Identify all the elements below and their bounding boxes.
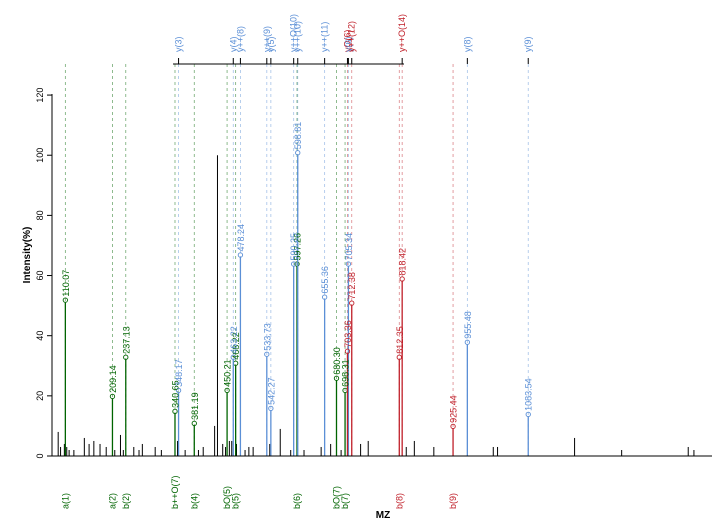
bottom-ion-label: b(8) [394,493,404,509]
peak-marker [191,420,197,427]
top-ion-label: y++(9) [262,26,272,52]
bottom-ion-label: bO(5) [222,486,232,509]
top-ion-label: y++O(10) [289,14,299,52]
peak-marker [224,387,230,393]
peak-marker [450,423,456,430]
peak-marker [237,252,244,258]
peak-marker [294,261,300,267]
top-ion-label: yO(6) [342,29,352,52]
y-tick-label: 60 [35,271,45,281]
peak-mz-label: 468.22 [231,332,241,360]
top-ion-label: y(3) [174,36,184,52]
peak-mz-label: 237.13 [121,326,131,354]
peak-marker [264,351,270,357]
peak-mz-label: 698.31 [341,359,351,387]
peak-mz-label: 680.30 [332,347,342,375]
peak-mz-label: 590.25 [289,233,299,261]
peak-marker [172,408,178,415]
bottom-ion-label: b(6) [292,493,302,509]
top-ion-label: y(5) [266,36,276,52]
peak-mz-label: 340.65 [170,380,180,408]
y-ticks: 0 20 40 60 80 100 120 [35,88,52,459]
peak-mz-label: 925.44 [449,395,459,423]
peak-marker [268,405,274,412]
top-ion-label: y(4) [228,36,238,52]
y-tick-label: 100 [35,148,45,163]
peak-mz-label: 598.81 [293,122,303,150]
peak-mz-label: 712.38 [347,272,357,300]
bottom-ion-label: a(2) [107,493,117,509]
peak-mz-label: 463.22 [229,326,239,354]
peak-marker [295,150,301,156]
peak-mz-label: 597.26 [293,233,303,261]
peak-marker [344,348,351,354]
peak-mz-label: 542.27 [266,377,276,405]
bottom-ion-label: b++O(7) [170,475,180,509]
top-ion-label: y++(11) [320,22,330,52]
peak-mz-label: 209.14 [108,365,118,393]
peak-mz-label: 110.07 [61,270,71,297]
peak-marker [525,411,531,418]
y-tick-label: 0 [35,453,45,458]
peak-marker [291,261,297,267]
peak-marker [321,294,328,300]
peak-marker [396,354,402,360]
peak-mz-label: 703.36 [343,320,353,348]
top-ion-label: y(9) [523,36,533,52]
top-ion-label: y(6) [343,36,353,52]
peak-mz-label: 1083.54 [524,378,534,411]
y-tick-label: 120 [35,88,45,103]
bottom-ion-label: b(7) [340,493,350,509]
peak-marker [62,297,68,303]
bottom-ion-label: b(5) [231,493,241,509]
bottom-ion-label: b(9) [448,493,458,509]
peak-mz-label: 450.21 [223,359,233,387]
top-ion-label: y++(12) [347,21,357,52]
peak-marker [464,339,470,345]
peak-labels: 110.07 209.14 237.13 340.65 381.19 450.21468.… [60,14,533,509]
peak-mz-label: 655.36 [320,266,330,294]
peak-marker [349,300,355,306]
bottom-ion-label: bO(7) [331,486,341,509]
peak-mz-label: 705.34 [344,233,354,261]
peak-mz-label: 818.42 [398,248,408,276]
top-ion-label: y++(10) [293,21,303,52]
peak-marker [175,387,182,393]
peak-mz-label: 348.17 [174,359,184,387]
peak-mz-label: 533.73 [262,323,272,351]
top-ion-label: y++(8) [235,26,245,52]
bottom-ion-label: a(1) [60,493,70,509]
peak-marker [345,261,352,267]
peak-marker [230,354,236,360]
peak-mz-label: 955.48 [463,311,473,339]
peak-marker [399,276,405,282]
y-axis-label: Intensity(%) [22,227,33,284]
peak-marker [109,393,116,400]
spectrum-peaks [57,150,695,456]
y-tick-label: 40 [35,331,45,341]
peak-mz-label: 381.19 [190,392,200,420]
peak-mz-label: 812.35 [395,326,405,354]
peak-marker [123,354,129,360]
peak-marker [333,375,340,381]
y-tick-label: 20 [35,391,45,401]
peak-mz-label: 478.24 [236,224,246,252]
bottom-ion-label: b(2) [121,493,131,509]
top-ion-label: y(8) [462,36,472,52]
top-ion-label: y++O(14) [397,14,407,52]
x-axis-label: MZ [376,510,390,520]
axes: 0 20 40 60 80 100 120 Intensity(%) MZ [22,63,712,520]
y-tick-label: 80 [35,210,45,220]
bottom-ion-label: b(4) [189,493,199,509]
